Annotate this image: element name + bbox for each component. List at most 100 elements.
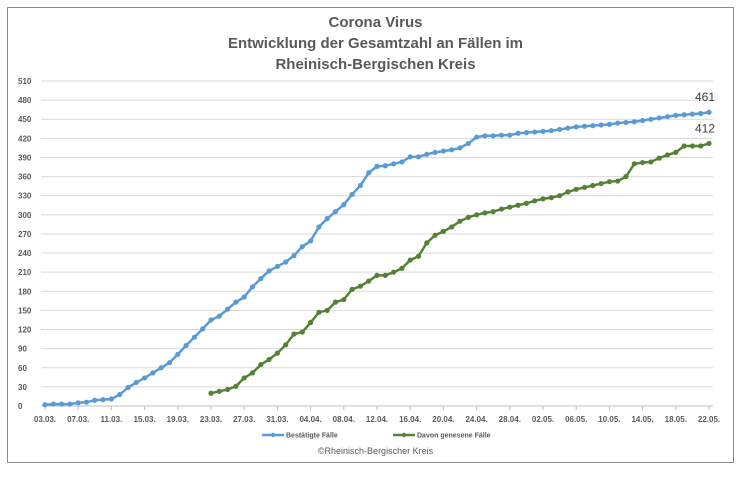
copyright-text: ©Rheinisch-Bergischer Kreis: [317, 446, 434, 456]
data-point: [465, 214, 471, 220]
y-tick-label: 510: [18, 77, 32, 86]
data-point: [532, 129, 538, 135]
data-point: [573, 186, 579, 192]
title-line-1: Corona Virus: [328, 14, 423, 31]
y-tick-label: 420: [18, 134, 32, 143]
x-tick-label: 04.04.: [299, 415, 321, 424]
data-point: [283, 342, 289, 348]
data-point: [557, 126, 563, 133]
data-point: [391, 269, 397, 275]
data-point: [440, 148, 446, 154]
data-point: [640, 117, 646, 124]
data-point: [241, 294, 247, 300]
legend-marker: [401, 432, 407, 438]
data-point: [407, 154, 413, 160]
data-point: [249, 284, 256, 290]
data-point: [424, 240, 430, 246]
data-point: [681, 143, 687, 149]
x-tick-label: 15.03.: [133, 415, 155, 424]
x-tick-label: 07.03.: [67, 415, 89, 424]
data-point: [166, 360, 173, 366]
data-point: [349, 191, 355, 198]
x-tick-label: 11.03.: [100, 415, 122, 424]
y-tick-label: 60: [18, 364, 27, 373]
x-tick-label: 20.04.: [432, 415, 454, 424]
data-point: [233, 299, 239, 305]
data-point: [706, 109, 712, 115]
x-tick-label: 18.05.: [665, 415, 687, 424]
data-point: [67, 401, 73, 407]
data-point: [341, 296, 347, 303]
data-point: [391, 161, 397, 167]
data-point: [532, 198, 538, 204]
x-tick-label: 08.04.: [333, 415, 355, 424]
data-point: [399, 265, 405, 271]
data-point: [573, 124, 579, 130]
data-point: [523, 200, 530, 206]
data-point: [225, 386, 231, 393]
data-point: [432, 149, 438, 155]
data-point: [117, 391, 123, 398]
data-point: [598, 122, 604, 128]
data-point: [366, 170, 372, 176]
data-point: [299, 244, 305, 250]
data-point: [183, 342, 189, 349]
data-point: [474, 134, 480, 140]
data-point: [615, 178, 621, 184]
x-tick-label: 23.03.: [200, 415, 222, 424]
data-point: [664, 114, 671, 120]
y-tick-label: 150: [18, 306, 32, 315]
data-point: [415, 154, 422, 160]
data-point: [648, 159, 654, 165]
title-line-2: Entwicklung der Gesamtzahl an Fällen im: [227, 35, 524, 52]
data-point: [407, 257, 413, 263]
data-point: [698, 143, 704, 149]
data-point: [581, 123, 588, 129]
data-point: [490, 209, 496, 215]
data-point: [565, 125, 571, 131]
data-point: [225, 306, 231, 312]
data-point: [523, 130, 530, 136]
data-point: [100, 397, 106, 403]
data-point: [465, 140, 471, 147]
series-line-0: [44, 110, 710, 406]
data-point: [316, 224, 322, 230]
data-point: [415, 253, 422, 259]
data-point: [266, 268, 272, 274]
data-point: [440, 228, 446, 234]
data-point: [681, 112, 687, 118]
data-point: [258, 361, 264, 368]
x-tick-label: 12.04.: [366, 415, 388, 424]
data-point: [357, 182, 363, 189]
data-point: [374, 163, 380, 169]
data-point: [698, 110, 704, 117]
data-point: [208, 317, 214, 323]
data-point: [648, 116, 654, 122]
data-point: [274, 263, 280, 270]
data-point: [249, 370, 256, 376]
data-point: [631, 161, 637, 167]
data-point: [308, 319, 314, 326]
x-tick-label: 16.04.: [399, 415, 421, 424]
data-point: [507, 132, 513, 138]
y-tick-label: 360: [18, 173, 32, 182]
data-point: [399, 159, 405, 165]
data-point: [507, 204, 513, 210]
data-point: [332, 299, 339, 305]
y-tick-label: 390: [18, 153, 32, 162]
data-point: [606, 121, 613, 127]
data-point: [449, 224, 455, 230]
data-point: [274, 350, 280, 356]
data-point: [108, 396, 114, 402]
data-point: [581, 184, 588, 191]
data-point: [606, 179, 613, 185]
x-tick-label: 22.05.: [698, 415, 720, 424]
data-point: [557, 193, 563, 199]
data-point: [175, 351, 181, 357]
data-point: [299, 329, 305, 335]
data-point: [382, 272, 388, 278]
x-tick-label: 06.05.: [565, 415, 587, 424]
data-point: [357, 283, 363, 289]
data-point: [341, 202, 347, 208]
chart-frame: [7, 7, 734, 463]
